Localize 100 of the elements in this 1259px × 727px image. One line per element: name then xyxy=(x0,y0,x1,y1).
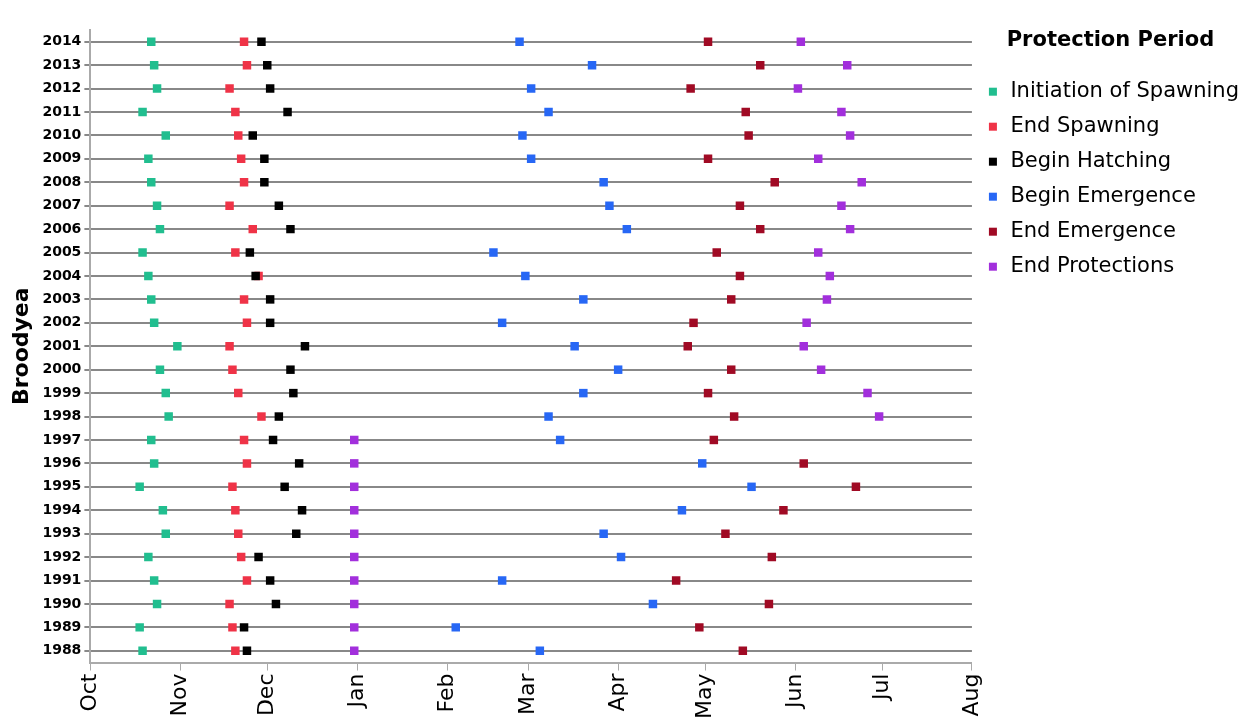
y-tick-label: 2009 xyxy=(42,149,82,166)
point xyxy=(451,623,460,632)
y-tick-label: 1998 xyxy=(42,407,82,424)
point xyxy=(260,178,269,187)
point xyxy=(697,459,707,468)
y-tick-label: 1989 xyxy=(42,618,82,635)
point xyxy=(138,107,147,117)
point xyxy=(497,576,507,585)
y-tick-label: 1996 xyxy=(42,454,82,471)
point xyxy=(257,37,266,46)
x-tick-label: Nov xyxy=(165,673,191,717)
y-tick-label: 2006 xyxy=(42,219,82,236)
point xyxy=(265,295,275,304)
point xyxy=(350,576,359,585)
point xyxy=(164,412,173,421)
x-tick-label: Dec xyxy=(252,673,278,717)
point xyxy=(518,131,527,140)
point xyxy=(231,506,240,515)
x-tick-label: Aug xyxy=(957,673,983,717)
point xyxy=(292,529,301,538)
point xyxy=(234,388,243,398)
y-tick-label: 1990 xyxy=(42,594,82,611)
point xyxy=(234,131,243,140)
point xyxy=(703,37,713,46)
point xyxy=(286,365,295,374)
y-tick-label: 2014 xyxy=(42,32,82,49)
point xyxy=(857,178,866,187)
point xyxy=(741,107,750,117)
point xyxy=(231,646,240,656)
y-tick-label: 2011 xyxy=(42,102,82,119)
point xyxy=(152,201,162,210)
point xyxy=(526,84,536,93)
point xyxy=(816,365,826,374)
point xyxy=(845,131,855,140)
legend-label: End Spawning xyxy=(1010,113,1160,138)
y-tick-label: 1997 xyxy=(42,430,82,447)
x-tick-label: Mar xyxy=(513,672,539,716)
legend-label: Begin Hatching xyxy=(1010,148,1172,173)
point xyxy=(544,412,553,421)
point xyxy=(813,248,823,257)
point xyxy=(283,107,292,117)
point xyxy=(239,178,249,187)
point xyxy=(726,365,736,374)
point xyxy=(570,342,579,351)
point xyxy=(671,576,681,585)
point xyxy=(138,248,147,257)
y-tick-label: 2001 xyxy=(42,336,82,353)
point xyxy=(683,342,692,351)
point xyxy=(147,435,156,445)
point xyxy=(874,412,884,421)
point xyxy=(599,529,608,538)
point xyxy=(228,482,237,492)
y-tick-label: 1995 xyxy=(42,477,82,494)
point xyxy=(599,178,608,187)
point xyxy=(294,459,304,468)
point xyxy=(248,131,257,140)
point xyxy=(286,224,295,234)
point xyxy=(695,623,704,632)
point xyxy=(747,482,756,492)
point xyxy=(239,295,249,304)
point xyxy=(161,131,170,140)
point xyxy=(274,412,284,421)
point xyxy=(779,506,788,515)
y-tick-label: 2007 xyxy=(42,196,82,213)
point xyxy=(228,623,237,632)
point xyxy=(225,599,234,609)
point xyxy=(579,295,588,304)
x-tick-label: Jan xyxy=(342,673,368,710)
point xyxy=(135,623,144,632)
y-tick-label: 1992 xyxy=(42,547,82,564)
y-tick-label: 1999 xyxy=(42,383,82,400)
point xyxy=(147,295,156,304)
point xyxy=(300,342,310,351)
point xyxy=(350,623,359,632)
point xyxy=(231,248,240,257)
point xyxy=(144,154,153,164)
point xyxy=(721,529,730,538)
point xyxy=(225,342,234,351)
point xyxy=(239,623,249,632)
point xyxy=(265,84,275,93)
y-tick-label: 2000 xyxy=(42,360,82,377)
point xyxy=(228,365,237,374)
y-tick-label: 2003 xyxy=(42,290,82,307)
y-tick-label: 1988 xyxy=(42,641,82,658)
point xyxy=(225,84,234,93)
point xyxy=(350,459,359,468)
point xyxy=(822,295,832,304)
point xyxy=(686,84,695,93)
point xyxy=(799,342,808,351)
y-tick-label: 2005 xyxy=(42,243,82,260)
y-axis-title: Broodyea xyxy=(7,287,33,406)
point xyxy=(257,412,266,421)
point xyxy=(350,529,359,538)
point xyxy=(138,646,147,656)
x-tick-label: Jun xyxy=(780,673,806,710)
x-tick-label: Feb xyxy=(432,673,458,713)
point xyxy=(231,107,240,117)
y-tick-label: 2002 xyxy=(42,313,82,330)
x-tick-label: Apr xyxy=(603,672,629,712)
point xyxy=(796,37,806,46)
